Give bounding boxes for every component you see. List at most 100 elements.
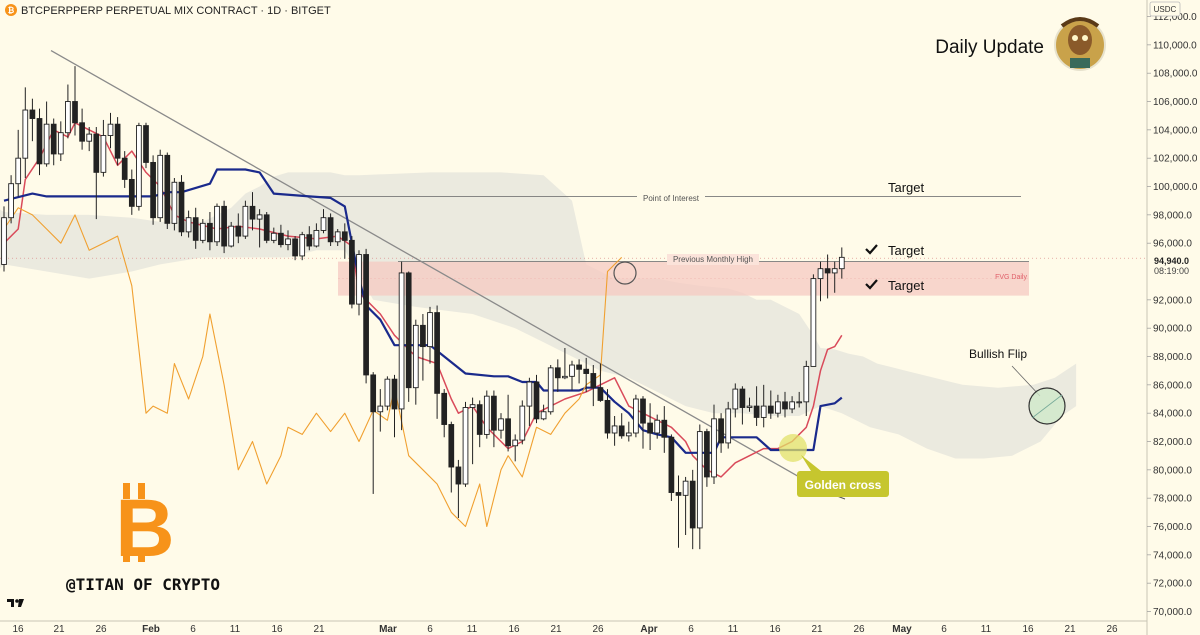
candle-body-up <box>654 419 661 434</box>
candle <box>334 229 341 247</box>
last-price-badge <box>1149 255 1197 277</box>
candle-body-up <box>519 405 526 441</box>
candle-body-up <box>8 183 14 219</box>
fvg-daily-zone <box>338 261 1029 296</box>
price-tick-label: 90,000.0 <box>1153 324 1192 335</box>
candle <box>618 413 625 439</box>
price-tick-label: 70,000.0 <box>1153 607 1192 618</box>
candle <box>519 400 526 445</box>
date-tick-label: 21 <box>313 624 325 635</box>
candle-body-down <box>583 368 590 374</box>
candle <box>341 223 348 259</box>
price-tick-label: 104,000.0 <box>1153 125 1198 136</box>
candle <box>228 221 235 248</box>
candle-body-down <box>441 392 448 425</box>
candle-body-down <box>739 388 746 408</box>
price-axis: 70,000.0 72,000.0 74,000.0 76,000.0 78,000.0… <box>1147 12 1198 618</box>
candle-body-down <box>661 419 668 438</box>
candle-body-up <box>682 480 689 496</box>
candle-body-down <box>50 123 57 155</box>
candle-body-up <box>469 404 476 408</box>
candle-body-down <box>79 122 85 142</box>
candle-body-up <box>57 132 64 155</box>
candle <box>512 434 519 462</box>
candle-body-up <box>22 109 29 159</box>
candle <box>810 274 817 367</box>
date-tick-label: 6 <box>688 624 694 635</box>
candle-body-down <box>221 205 227 247</box>
candle-body-up <box>1 217 7 265</box>
candle-body-up <box>185 217 192 233</box>
candle-body-up <box>377 405 384 413</box>
candle-body-down <box>554 367 561 379</box>
candle-body-up <box>65 101 71 134</box>
candle <box>292 236 298 261</box>
check-icon <box>865 279 878 290</box>
candle-body-down <box>533 381 540 420</box>
candle <box>668 434 675 502</box>
candle <box>36 108 43 176</box>
candle <box>533 374 540 424</box>
price-tick-label: 110,000.0 <box>1153 40 1197 51</box>
currency-selector[interactable] <box>1149 1 1181 17</box>
target-top-label: Target <box>888 180 925 195</box>
lagging-line <box>3 207 623 528</box>
candle-body-down <box>363 254 369 376</box>
candle-body-down <box>114 123 121 159</box>
candle-body-down <box>618 425 625 437</box>
price-tick-label: 102,000.0 <box>1153 154 1198 165</box>
price-tick-label: 84,000.0 <box>1153 409 1192 420</box>
date-tick-label: 11 <box>230 624 241 635</box>
candle <box>136 122 142 211</box>
price-tick-label: 92,000.0 <box>1153 295 1192 306</box>
last-price-time: 08:19:00 <box>1154 266 1189 276</box>
candle <box>611 416 618 446</box>
candle <box>256 209 263 248</box>
candle <box>633 394 639 438</box>
symbol-header: ₿ BTCPERPPERP PERPETUAL MIX CONTRACT · 1… <box>5 4 331 17</box>
candle-body-up <box>242 205 249 237</box>
date-tick-label: 6 <box>941 624 947 635</box>
candle-body-up <box>569 364 575 377</box>
symbol-title: BTCPERPPERP PERPETUAL MIX CONTRACT · 1D … <box>21 5 331 17</box>
candle-body-up <box>725 408 732 444</box>
candle <box>576 359 582 384</box>
candle-body-down <box>327 217 334 243</box>
candle <box>192 207 199 249</box>
candle <box>831 261 838 293</box>
bitcoin-logo: B <box>115 483 175 574</box>
candle <box>718 413 724 453</box>
candle-body-down <box>782 401 788 410</box>
candle-body-up <box>789 401 795 410</box>
candle <box>199 219 206 244</box>
avatar-shirt <box>1070 58 1090 68</box>
bitcoin-logo-letter: B <box>115 483 174 574</box>
date-tick-label: 26 <box>1106 624 1118 635</box>
candle <box>100 119 107 177</box>
candle <box>604 389 611 439</box>
candle-body-up <box>320 217 327 231</box>
candle <box>29 98 36 142</box>
date-tick-label: 26 <box>592 624 604 635</box>
titan-handle: @TITAN OF CRYPTO <box>66 575 220 594</box>
candle-body-up <box>313 229 320 247</box>
candle <box>263 212 270 244</box>
candle <box>448 421 455 493</box>
date-tick-label: May <box>892 624 912 635</box>
target-low-label: Target <box>888 278 925 293</box>
candle-body-down <box>689 480 696 529</box>
candle <box>43 101 50 167</box>
candle <box>661 406 668 453</box>
candle <box>121 151 128 188</box>
candle-body-up <box>838 256 845 270</box>
bullish-flip-label: Bullish Flip <box>969 347 1027 361</box>
candle <box>789 396 795 414</box>
candle <box>682 476 689 536</box>
date-tick-label: 16 <box>508 624 520 635</box>
candlesticks <box>1 66 845 550</box>
candle-body-down <box>604 399 611 434</box>
avatar-hair <box>1060 17 1100 28</box>
candle-body-down <box>420 324 426 348</box>
candle-body-down <box>391 378 398 410</box>
price-tick-label: 78,000.0 <box>1153 494 1192 505</box>
